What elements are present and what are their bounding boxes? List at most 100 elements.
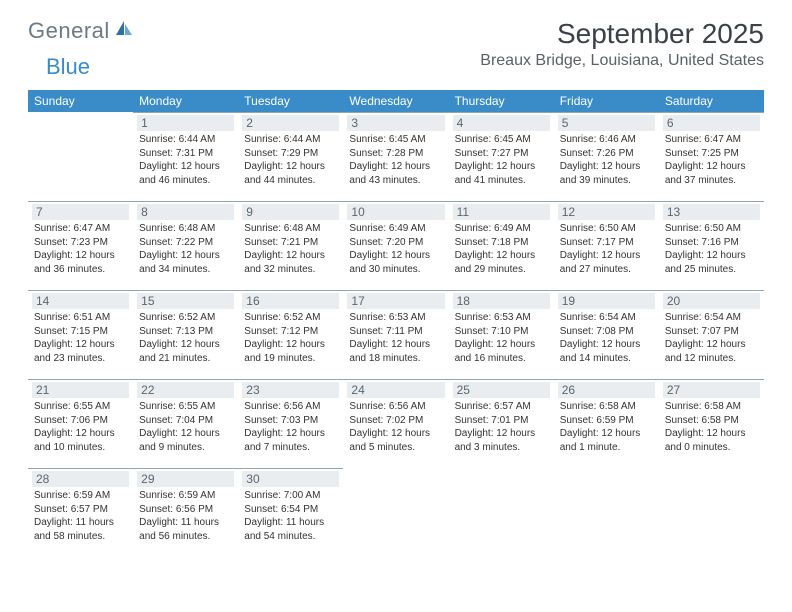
day-detail: Sunrise: 6:52 AMSunset: 7:13 PMDaylight:… xyxy=(137,309,234,365)
day-number: 3 xyxy=(347,115,444,131)
calendar-cell: 3Sunrise: 6:45 AMSunset: 7:28 PMDaylight… xyxy=(343,112,448,201)
day-number: 30 xyxy=(242,471,339,487)
day-detail: Sunrise: 6:53 AMSunset: 7:11 PMDaylight:… xyxy=(347,309,444,365)
calendar-cell: 21Sunrise: 6:55 AMSunset: 7:06 PMDayligh… xyxy=(28,379,133,468)
calendar-cell: 30Sunrise: 7:00 AMSunset: 6:54 PMDayligh… xyxy=(238,468,343,557)
weekday-header: Monday xyxy=(133,90,238,112)
day-detail: Sunrise: 6:58 AMSunset: 6:58 PMDaylight:… xyxy=(663,398,760,454)
day-detail: Sunrise: 6:54 AMSunset: 7:08 PMDaylight:… xyxy=(558,309,655,365)
calendar-cell: 12Sunrise: 6:50 AMSunset: 7:17 PMDayligh… xyxy=(554,201,659,290)
calendar-cell: 16Sunrise: 6:52 AMSunset: 7:12 PMDayligh… xyxy=(238,290,343,379)
day-number: 4 xyxy=(453,115,550,131)
day-detail: Sunrise: 6:59 AMSunset: 6:56 PMDaylight:… xyxy=(137,487,234,543)
day-detail: Sunrise: 6:59 AMSunset: 6:57 PMDaylight:… xyxy=(32,487,129,543)
calendar-cell xyxy=(659,468,764,557)
day-number: 18 xyxy=(453,293,550,309)
calendar-cell: 6Sunrise: 6:47 AMSunset: 7:25 PMDaylight… xyxy=(659,112,764,201)
day-number: 20 xyxy=(663,293,760,309)
day-detail: Sunrise: 6:44 AMSunset: 7:29 PMDaylight:… xyxy=(242,131,339,187)
day-number: 16 xyxy=(242,293,339,309)
day-number: 12 xyxy=(558,204,655,220)
day-detail: Sunrise: 6:55 AMSunset: 7:04 PMDaylight:… xyxy=(137,398,234,454)
day-detail: Sunrise: 6:49 AMSunset: 7:20 PMDaylight:… xyxy=(347,220,444,276)
day-detail: Sunrise: 6:48 AMSunset: 7:21 PMDaylight:… xyxy=(242,220,339,276)
calendar-cell: 25Sunrise: 6:57 AMSunset: 7:01 PMDayligh… xyxy=(449,379,554,468)
day-detail: Sunrise: 7:00 AMSunset: 6:54 PMDaylight:… xyxy=(242,487,339,543)
weekday-header: Tuesday xyxy=(238,90,343,112)
calendar-cell: 4Sunrise: 6:45 AMSunset: 7:27 PMDaylight… xyxy=(449,112,554,201)
day-number: 11 xyxy=(453,204,550,220)
day-number: 17 xyxy=(347,293,444,309)
day-number: 22 xyxy=(137,382,234,398)
day-detail: Sunrise: 6:55 AMSunset: 7:06 PMDaylight:… xyxy=(32,398,129,454)
day-detail: Sunrise: 6:50 AMSunset: 7:17 PMDaylight:… xyxy=(558,220,655,276)
day-number: 9 xyxy=(242,204,339,220)
page-subtitle: Breaux Bridge, Louisiana, United States xyxy=(480,52,764,70)
calendar-cell: 29Sunrise: 6:59 AMSunset: 6:56 PMDayligh… xyxy=(133,468,238,557)
day-detail: Sunrise: 6:58 AMSunset: 6:59 PMDaylight:… xyxy=(558,398,655,454)
weekday-header: Thursday xyxy=(449,90,554,112)
day-detail: Sunrise: 6:49 AMSunset: 7:18 PMDaylight:… xyxy=(453,220,550,276)
day-number: 25 xyxy=(453,382,550,398)
day-number: 15 xyxy=(137,293,234,309)
calendar-cell: 26Sunrise: 6:58 AMSunset: 6:59 PMDayligh… xyxy=(554,379,659,468)
day-number: 24 xyxy=(347,382,444,398)
calendar-cell: 24Sunrise: 6:56 AMSunset: 7:02 PMDayligh… xyxy=(343,379,448,468)
calendar-cell: 15Sunrise: 6:52 AMSunset: 7:13 PMDayligh… xyxy=(133,290,238,379)
calendar-table: SundayMondayTuesdayWednesdayThursdayFrid… xyxy=(28,90,764,557)
day-detail: Sunrise: 6:51 AMSunset: 7:15 PMDaylight:… xyxy=(32,309,129,365)
calendar-week-row: 1Sunrise: 6:44 AMSunset: 7:31 PMDaylight… xyxy=(28,112,764,201)
day-detail: Sunrise: 6:53 AMSunset: 7:10 PMDaylight:… xyxy=(453,309,550,365)
calendar-cell: 8Sunrise: 6:48 AMSunset: 7:22 PMDaylight… xyxy=(133,201,238,290)
weekday-header-row: SundayMondayTuesdayWednesdayThursdayFrid… xyxy=(28,90,764,112)
day-number: 23 xyxy=(242,382,339,398)
day-number: 2 xyxy=(242,115,339,131)
day-detail: Sunrise: 6:47 AMSunset: 7:23 PMDaylight:… xyxy=(32,220,129,276)
brand-logo: General xyxy=(28,18,134,44)
calendar-cell: 7Sunrise: 6:47 AMSunset: 7:23 PMDaylight… xyxy=(28,201,133,290)
day-detail: Sunrise: 6:46 AMSunset: 7:26 PMDaylight:… xyxy=(558,131,655,187)
calendar-cell: 20Sunrise: 6:54 AMSunset: 7:07 PMDayligh… xyxy=(659,290,764,379)
calendar-cell: 9Sunrise: 6:48 AMSunset: 7:21 PMDaylight… xyxy=(238,201,343,290)
day-detail: Sunrise: 6:52 AMSunset: 7:12 PMDaylight:… xyxy=(242,309,339,365)
calendar-cell xyxy=(343,468,448,557)
day-number: 7 xyxy=(32,204,129,220)
calendar-cell: 17Sunrise: 6:53 AMSunset: 7:11 PMDayligh… xyxy=(343,290,448,379)
day-detail: Sunrise: 6:45 AMSunset: 7:28 PMDaylight:… xyxy=(347,131,444,187)
day-number: 1 xyxy=(137,115,234,131)
day-number: 8 xyxy=(137,204,234,220)
calendar-week-row: 7Sunrise: 6:47 AMSunset: 7:23 PMDaylight… xyxy=(28,201,764,290)
calendar-cell: 2Sunrise: 6:44 AMSunset: 7:29 PMDaylight… xyxy=(238,112,343,201)
weekday-header: Wednesday xyxy=(343,90,448,112)
calendar-cell: 5Sunrise: 6:46 AMSunset: 7:26 PMDaylight… xyxy=(554,112,659,201)
day-detail: Sunrise: 6:54 AMSunset: 7:07 PMDaylight:… xyxy=(663,309,760,365)
day-detail: Sunrise: 6:57 AMSunset: 7:01 PMDaylight:… xyxy=(453,398,550,454)
weekday-header: Saturday xyxy=(659,90,764,112)
calendar-cell: 11Sunrise: 6:49 AMSunset: 7:18 PMDayligh… xyxy=(449,201,554,290)
day-number: 6 xyxy=(663,115,760,131)
calendar-week-row: 28Sunrise: 6:59 AMSunset: 6:57 PMDayligh… xyxy=(28,468,764,557)
day-detail: Sunrise: 6:44 AMSunset: 7:31 PMDaylight:… xyxy=(137,131,234,187)
calendar-cell xyxy=(449,468,554,557)
day-number: 10 xyxy=(347,204,444,220)
calendar-body: 1Sunrise: 6:44 AMSunset: 7:31 PMDaylight… xyxy=(28,112,764,557)
calendar-cell: 22Sunrise: 6:55 AMSunset: 7:04 PMDayligh… xyxy=(133,379,238,468)
calendar-week-row: 21Sunrise: 6:55 AMSunset: 7:06 PMDayligh… xyxy=(28,379,764,468)
day-number: 21 xyxy=(32,382,129,398)
calendar-cell xyxy=(554,468,659,557)
calendar-cell: 23Sunrise: 6:56 AMSunset: 7:03 PMDayligh… xyxy=(238,379,343,468)
day-detail: Sunrise: 6:56 AMSunset: 7:02 PMDaylight:… xyxy=(347,398,444,454)
day-number: 13 xyxy=(663,204,760,220)
brand-part1: General xyxy=(28,18,110,44)
calendar-cell: 10Sunrise: 6:49 AMSunset: 7:20 PMDayligh… xyxy=(343,201,448,290)
day-number: 19 xyxy=(558,293,655,309)
page-title: September 2025 xyxy=(480,18,764,50)
day-detail: Sunrise: 6:48 AMSunset: 7:22 PMDaylight:… xyxy=(137,220,234,276)
calendar-cell: 19Sunrise: 6:54 AMSunset: 7:08 PMDayligh… xyxy=(554,290,659,379)
day-number: 29 xyxy=(137,471,234,487)
day-number: 28 xyxy=(32,471,129,487)
sail-icon xyxy=(114,19,134,44)
day-detail: Sunrise: 6:56 AMSunset: 7:03 PMDaylight:… xyxy=(242,398,339,454)
calendar-cell: 14Sunrise: 6:51 AMSunset: 7:15 PMDayligh… xyxy=(28,290,133,379)
brand-part2: Blue xyxy=(46,54,90,79)
